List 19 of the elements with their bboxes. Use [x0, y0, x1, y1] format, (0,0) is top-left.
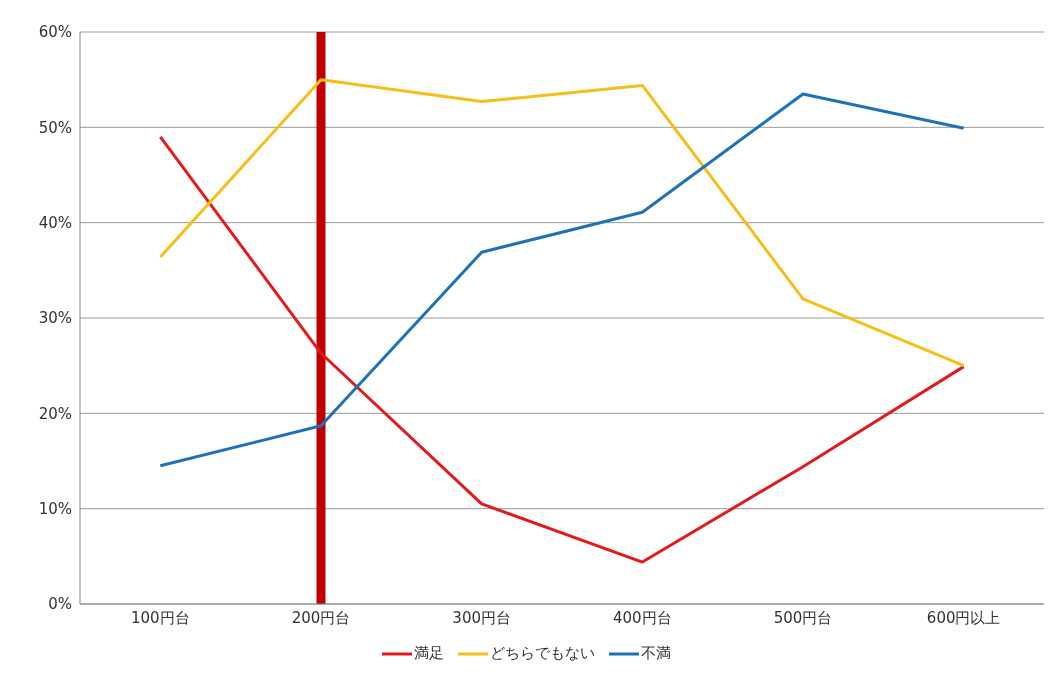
y-tick-label: 0% [48, 595, 72, 614]
line-series [158, 78, 966, 368]
y-tick-label: 20% [38, 404, 72, 423]
y-tick-label: 60% [38, 23, 72, 42]
line-series [158, 135, 966, 564]
y-tick-label: 30% [38, 309, 72, 328]
legend-label: 不満 [640, 644, 671, 663]
legend-label: どちらでもない [489, 644, 595, 663]
x-tick-label: 100円台 [131, 608, 190, 627]
legend-label: 満足 [413, 644, 444, 663]
x-tick-label: 500円台 [773, 608, 833, 627]
y-tick-label: 40% [38, 213, 72, 232]
x-tick-label: 300円台 [452, 608, 511, 627]
x-tick-label: 600円以上 [926, 608, 1001, 627]
line-series [158, 92, 966, 468]
y-tick-label: 10% [38, 499, 72, 518]
x-tick-label: 200円台 [291, 608, 351, 627]
x-tick-label: 400円台 [613, 608, 672, 627]
y-tick-label: 50% [38, 118, 72, 137]
